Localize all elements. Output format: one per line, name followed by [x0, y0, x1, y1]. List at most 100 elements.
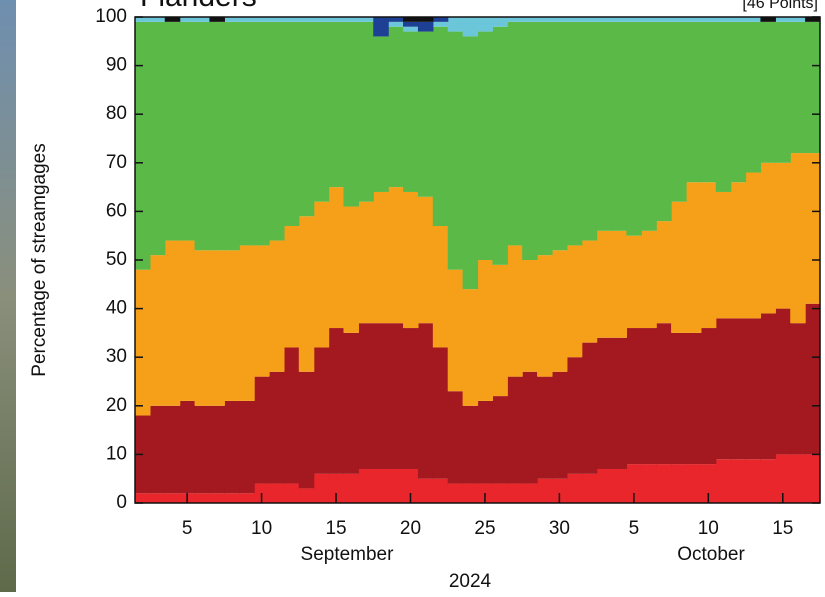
area-segment [671, 22, 686, 202]
area-segment [269, 484, 284, 503]
y-tick-label: 100 [95, 6, 127, 27]
area-segment [686, 182, 701, 333]
area-segment [597, 469, 612, 503]
area-segment [522, 484, 537, 503]
area-segment [343, 207, 358, 333]
area-segment [731, 318, 746, 459]
area-segment [478, 17, 493, 32]
area-segment [552, 22, 567, 250]
y-tick-label: 40 [106, 298, 127, 319]
area-segment [388, 22, 403, 27]
area-segment [239, 245, 254, 401]
area-segment [209, 22, 224, 250]
area-segment [373, 323, 388, 469]
area-segment [224, 401, 239, 493]
chart-subtitle: [46 Points] [742, 0, 818, 12]
area-segment [314, 202, 329, 348]
area-segment [641, 328, 656, 464]
area-segment [522, 260, 537, 372]
area-segment [686, 464, 701, 503]
area-segment [224, 250, 239, 401]
area-segment [180, 401, 195, 493]
y-tick-label: 20 [106, 395, 127, 416]
area-segment [299, 372, 314, 489]
area-segment [716, 318, 731, 459]
area-segment [463, 17, 478, 36]
x-tick-label: 25 [474, 518, 495, 539]
area-segment [716, 459, 731, 503]
area-segment [418, 323, 433, 479]
area-segment [641, 22, 656, 231]
area-segment [314, 347, 329, 473]
area-segment [492, 27, 507, 265]
y-tick-label: 30 [106, 346, 127, 367]
x-tick-label: 15 [772, 518, 793, 539]
area-segment [418, 22, 433, 32]
x-tick-label: 10 [698, 518, 719, 539]
area-segment [671, 333, 686, 464]
area-segment [209, 250, 224, 406]
area-segment [403, 32, 418, 192]
area-segment [180, 241, 195, 401]
area-segment [805, 304, 820, 455]
area-segment [597, 22, 612, 231]
area-segment [195, 493, 210, 503]
area-segment [448, 17, 463, 32]
area-segment [612, 22, 627, 231]
area-segment [433, 27, 448, 226]
area-segment [537, 479, 552, 503]
area-segment [195, 22, 210, 250]
area-segment [329, 187, 344, 328]
area-segment [224, 493, 239, 503]
area-segment [373, 469, 388, 503]
area-segment [567, 22, 582, 246]
area-segment [388, 323, 403, 469]
area-segment [746, 459, 761, 503]
area-segment [433, 22, 448, 27]
area-segment [492, 484, 507, 503]
area-segment [209, 493, 224, 503]
area-segment [582, 343, 597, 474]
area-segment [254, 22, 269, 246]
area-segment [284, 226, 299, 347]
area-segment [239, 22, 254, 246]
area-segment [135, 493, 150, 503]
chart-title: Flanders [140, 0, 257, 13]
area-segment [746, 173, 761, 319]
x-tick-label: 15 [325, 518, 346, 539]
area-segment [760, 163, 775, 314]
area-segment [165, 406, 180, 493]
y-tick-label: 70 [106, 152, 127, 173]
month-label: September [301, 544, 395, 565]
area-segment [418, 479, 433, 503]
area-segment [701, 22, 716, 182]
area-segment [656, 221, 671, 323]
area-segment [388, 27, 403, 187]
area-segment [760, 313, 775, 459]
chart: Flanders [46 Points] Percentage of strea… [0, 0, 825, 592]
area-segment [507, 484, 522, 503]
area-segment [641, 231, 656, 328]
area-segment [343, 22, 358, 207]
area-segment [686, 333, 701, 464]
area-segment [463, 484, 478, 503]
area-segment [805, 454, 820, 503]
area-segment [463, 36, 478, 289]
area-segment [656, 464, 671, 503]
area-segment [612, 231, 627, 338]
x-tick-label: 5 [182, 518, 193, 539]
area-segment [746, 318, 761, 459]
area-segment [358, 469, 373, 503]
area-segment [150, 255, 165, 406]
area-segment [552, 372, 567, 479]
area-segment [790, 22, 805, 153]
area-segment [671, 202, 686, 333]
x-tick-label: 5 [629, 518, 640, 539]
y-axis-label: Percentage of streamgages [29, 143, 50, 376]
area-segment [760, 459, 775, 503]
area-segment [716, 192, 731, 318]
area-segment [373, 36, 388, 192]
area-segment [626, 328, 641, 464]
area-segment [522, 372, 537, 484]
area-segment [552, 250, 567, 372]
